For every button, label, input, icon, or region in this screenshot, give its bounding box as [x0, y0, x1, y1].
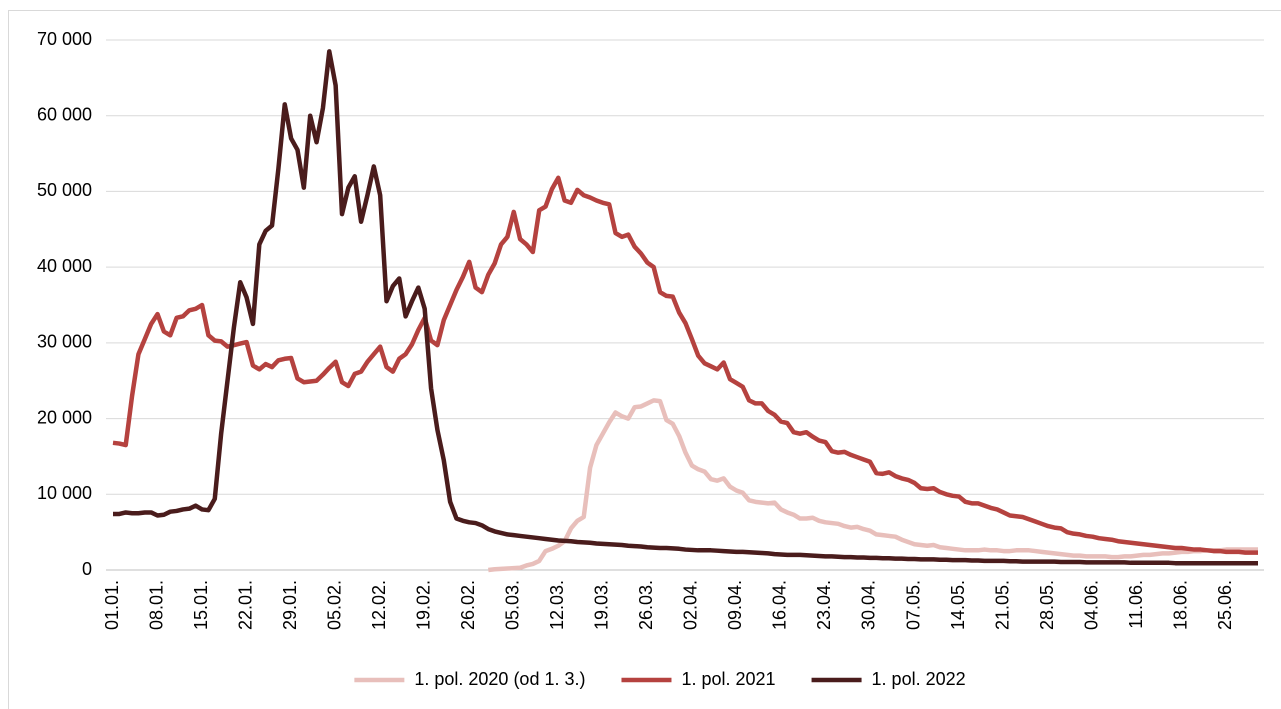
x-tick-label: 16.04. — [770, 580, 790, 630]
x-tick-label: 19.02. — [413, 580, 433, 630]
x-tick-label: 26.03. — [636, 580, 656, 630]
y-tick-label: 30 000 — [37, 332, 92, 352]
series-line — [112, 175, 1258, 555]
y-tick-label: 20 000 — [37, 407, 92, 427]
x-tick-label: 07.05. — [903, 580, 923, 630]
x-tick-label: 19.03. — [592, 580, 612, 630]
x-tick-label: 01.01. — [102, 580, 122, 630]
x-tick-label: 22.01. — [235, 580, 255, 630]
series-line — [113, 49, 1258, 566]
x-tick-label: 04.06. — [1081, 580, 1101, 630]
x-tick-label: 11.06. — [1126, 580, 1146, 629]
x-tick-label: 05.03. — [503, 580, 523, 630]
series-line — [488, 398, 1258, 573]
legend-label: 1. pol. 2021 — [681, 669, 775, 689]
x-tick-label: 02.04. — [681, 580, 701, 630]
chart-frame — [8, 10, 1281, 709]
x-tick-label: 05.02. — [324, 580, 344, 630]
x-tick-label: 30.04. — [859, 580, 879, 630]
x-tick-label: 28.05. — [1037, 580, 1057, 630]
legend-label: 1. pol. 2022 — [872, 669, 966, 689]
x-tick-label: 09.04. — [725, 580, 745, 630]
x-tick-label: 18.06. — [1170, 580, 1190, 630]
y-tick-label: 70 000 — [37, 29, 92, 49]
x-tick-label: 12.02. — [369, 580, 389, 630]
y-tick-label: 50 000 — [37, 180, 92, 200]
legend-label: 1. pol. 2020 (od 1. 3.) — [414, 669, 585, 689]
x-tick-label: 14.05. — [948, 580, 968, 630]
x-tick-label: 29.01. — [280, 580, 300, 630]
y-tick-label: 0 — [82, 559, 92, 579]
x-tick-label: 15.01. — [191, 580, 211, 630]
x-tick-label: 21.05. — [992, 580, 1012, 630]
x-tick-label: 26.02. — [458, 580, 478, 630]
x-tick-label: 12.03. — [547, 580, 567, 630]
y-tick-label: 40 000 — [37, 256, 92, 276]
y-tick-label: 10 000 — [37, 483, 92, 503]
x-tick-label: 25.06. — [1215, 580, 1235, 630]
x-tick-label: 23.04. — [814, 580, 834, 630]
x-tick-label: 08.01. — [146, 580, 166, 630]
y-tick-label: 60 000 — [37, 104, 92, 124]
